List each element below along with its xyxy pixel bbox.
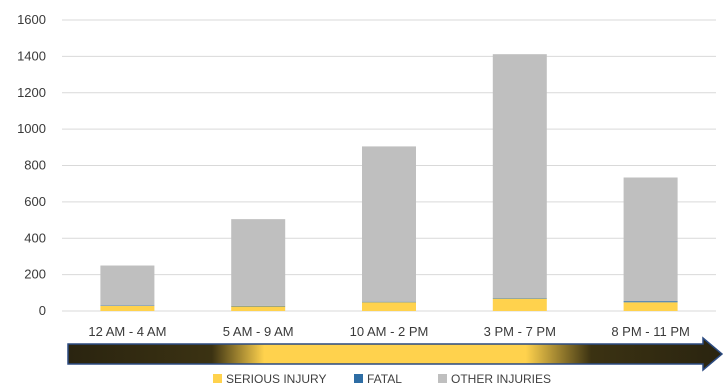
time-arrow	[67, 336, 723, 372]
bar-segment	[492, 298, 547, 299]
legend-item: FATAL	[354, 372, 402, 384]
bar-segment	[492, 298, 547, 311]
y-tick-label: 600	[24, 194, 46, 209]
x-tick-label: 3 PM - 7 PM	[484, 324, 556, 339]
bar-segment	[231, 219, 286, 306]
y-tick-label: 1200	[17, 85, 46, 100]
x-axis: 12 AM - 4 AM 5 AM - 9 AM 10 AM - 2 PM 3 PM …	[88, 324, 689, 339]
bar-segment	[492, 54, 547, 299]
y-tick-label: 1000	[17, 121, 46, 136]
legend-swatch	[354, 374, 363, 383]
y-tick-label: 1400	[17, 48, 46, 63]
bar-segment	[231, 305, 286, 307]
x-tick-label: 12 AM - 4 AM	[88, 324, 166, 339]
legend-label: SERIOUS INJURY	[226, 372, 326, 384]
bar-segment	[362, 301, 416, 303]
y-tick-label: 800	[24, 158, 46, 173]
bar-segment	[100, 265, 155, 306]
legend-item: OTHER INJURIES	[438, 372, 551, 384]
time-arrow-shape	[67, 336, 723, 372]
legend-label: OTHER INJURIES	[451, 372, 551, 384]
legend-item: SERIOUS INJURY	[213, 372, 326, 384]
bar-segment	[231, 306, 286, 311]
x-tick-label: 10 AM - 2 PM	[350, 324, 429, 339]
legend-swatch	[438, 374, 447, 383]
bar-segment	[623, 301, 678, 303]
y-tick-label: 400	[24, 230, 46, 245]
x-tick-label: 8 PM - 11 PM	[611, 324, 690, 339]
x-tick-label: 5 AM - 9 AM	[223, 324, 294, 339]
y-tick-label: 1600	[17, 12, 46, 27]
legend-label: FATAL	[367, 372, 402, 384]
legend-swatch	[213, 374, 222, 383]
bar-segment	[362, 146, 416, 302]
bar-segment	[623, 177, 678, 302]
bars	[100, 54, 678, 311]
legend: SERIOUS INJURY FATAL OTHER INJURIES	[213, 372, 551, 384]
y-axis: 0 200 400 600 800 1000 1200 1400 1600	[17, 12, 46, 318]
y-tick-label: 200	[24, 267, 46, 282]
bar-segment	[100, 305, 155, 311]
bar-segment	[623, 302, 678, 311]
bar-segment	[362, 302, 416, 311]
y-tick-label: 0	[39, 303, 46, 318]
